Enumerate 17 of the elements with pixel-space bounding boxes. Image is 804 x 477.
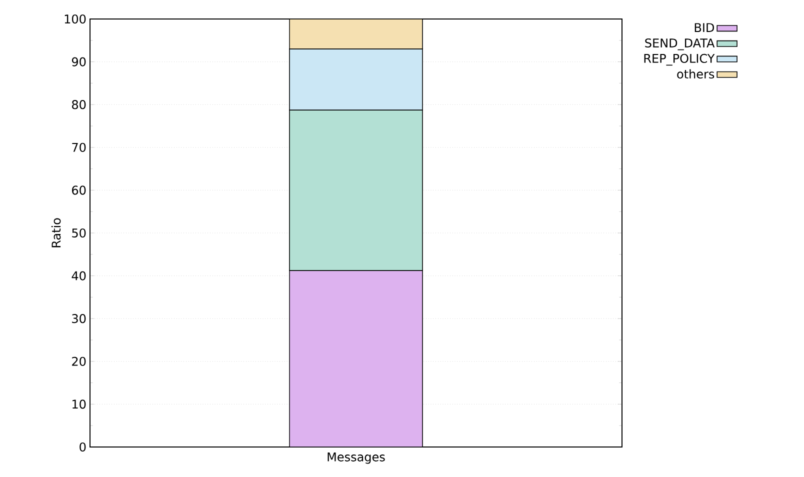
- legend-label: BID: [694, 23, 714, 32]
- y-tick-label: 30: [72, 314, 86, 324]
- y-axis-title: Ratio: [51, 218, 61, 248]
- y-tick-label: 90: [72, 57, 86, 66]
- y-tick-label: 10: [72, 400, 86, 409]
- y-tick-label: 60: [72, 186, 86, 195]
- y-tick-label: 40: [72, 271, 86, 280]
- y-tick-label: 50: [72, 228, 86, 238]
- legend-label: REP_POLICY: [644, 54, 715, 66]
- legend-label: others: [677, 69, 714, 79]
- y-tick-label: 0: [80, 442, 86, 452]
- y-tick-label: 20: [72, 356, 86, 366]
- y-tick-label: 70: [72, 142, 86, 152]
- legend-label: SEND_DATA: [645, 38, 715, 50]
- x-tick-label: Messages: [328, 452, 385, 464]
- y-tick-label: 80: [72, 100, 86, 110]
- y-tick-label: 100: [64, 14, 86, 24]
